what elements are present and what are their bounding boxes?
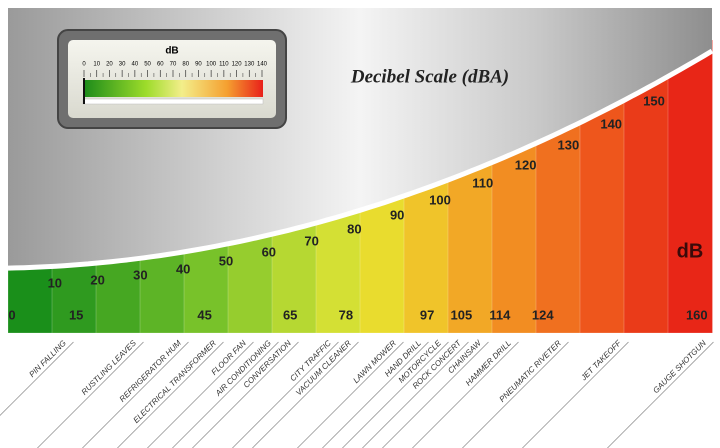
- scale-label: 100: [429, 192, 451, 207]
- source: FLOOR FAN: [142, 338, 254, 448]
- level-label: 65: [283, 307, 297, 322]
- source-line: [0, 341, 74, 448]
- scale-label: 90: [390, 208, 404, 223]
- meter-track: [82, 98, 264, 105]
- meter-tick-label: 50: [144, 62, 151, 68]
- scale-label: 10: [48, 276, 62, 291]
- level-label: 114: [489, 307, 511, 322]
- scale-label: 50: [219, 254, 233, 269]
- meter-tick-label: 90: [195, 62, 202, 68]
- level-label: 0: [8, 307, 15, 322]
- level-label: 124: [532, 307, 554, 322]
- level-label: 97: [420, 307, 434, 322]
- source-line: [517, 341, 629, 448]
- meter-tick-label: 10: [93, 62, 100, 68]
- meter-tick-label: 80: [182, 62, 189, 68]
- source-line: [377, 341, 489, 448]
- source: AIR CONDITIONING: [167, 339, 279, 448]
- meter-tick-label: 70: [170, 62, 177, 68]
- source-label: JET TAKEOFF: [579, 338, 624, 383]
- source-line: [112, 341, 224, 448]
- scale-label: 80: [347, 221, 361, 236]
- meter-tick-label: 0: [82, 62, 86, 68]
- scale-label: 60: [262, 244, 276, 259]
- source-line: [187, 341, 299, 448]
- source-line: [292, 341, 404, 448]
- level-label: 45: [197, 307, 211, 322]
- source-line: [337, 341, 449, 448]
- meter-tick-label: 100: [206, 62, 217, 68]
- source-label: PIN FALLING: [27, 339, 68, 380]
- source-line: [457, 341, 569, 448]
- source-line: [602, 341, 714, 448]
- scale-label: 140: [600, 116, 622, 131]
- meter-tick-label: 130: [244, 62, 255, 68]
- scale-label: 30: [133, 268, 147, 283]
- scale-label: 130: [558, 138, 580, 153]
- meter-unit: dB: [165, 46, 178, 57]
- meter-tick-label: 60: [157, 62, 164, 68]
- source-label: GAUGE SHOTGUN: [651, 338, 708, 395]
- meter-needle: [83, 78, 85, 104]
- scale-label: 150: [643, 94, 665, 109]
- source-line: [32, 341, 144, 448]
- source-line: [227, 341, 339, 448]
- meter-tick-label: 30: [119, 62, 126, 68]
- source-line: [317, 341, 429, 448]
- source-line: [407, 341, 519, 448]
- scale-label: 40: [176, 261, 190, 276]
- meter-tick-label: 140: [257, 62, 268, 68]
- meter-tick-label: 20: [106, 62, 113, 68]
- scale-label: 110: [472, 176, 493, 191]
- meter-tick-label: 40: [132, 62, 139, 68]
- meter-face: [68, 40, 276, 118]
- source-line: [167, 341, 279, 448]
- source-line: [142, 341, 254, 448]
- meter-scale: 0 10 20 30 40 50 60 70 80 90 100 110 120 130 140: [82, 62, 268, 77]
- scale-label: 120: [515, 157, 537, 172]
- meter-tick-label: 120: [232, 62, 243, 68]
- source-label: LAWN MOWER: [351, 338, 398, 385]
- source-line: [357, 341, 469, 448]
- level-label: 15: [69, 307, 83, 322]
- meter-bar: [83, 80, 263, 97]
- source: HAND DRILL: [317, 339, 429, 448]
- curve-edge: [7, 48, 714, 271]
- numbers: 10 20 30 40 50 60 70 80 90 100 110 120 130 140 150 0 15 4…: [8, 94, 707, 323]
- source: JET TAKEOFF: [517, 338, 629, 448]
- source-line: [247, 341, 359, 448]
- level-label: 105: [451, 307, 473, 322]
- band: [667, 39, 713, 334]
- source-line: [77, 341, 189, 448]
- scale-label: 70: [304, 234, 318, 249]
- source: PIN FALLING: [0, 339, 74, 448]
- unit-label: dB: [677, 240, 704, 262]
- meter-tick-label: 110: [219, 62, 229, 68]
- level-label: 160: [686, 307, 708, 322]
- level-label: 78: [339, 307, 353, 322]
- title: Decibel Scale (dBA): [350, 66, 509, 87]
- scale-label: 20: [90, 272, 104, 287]
